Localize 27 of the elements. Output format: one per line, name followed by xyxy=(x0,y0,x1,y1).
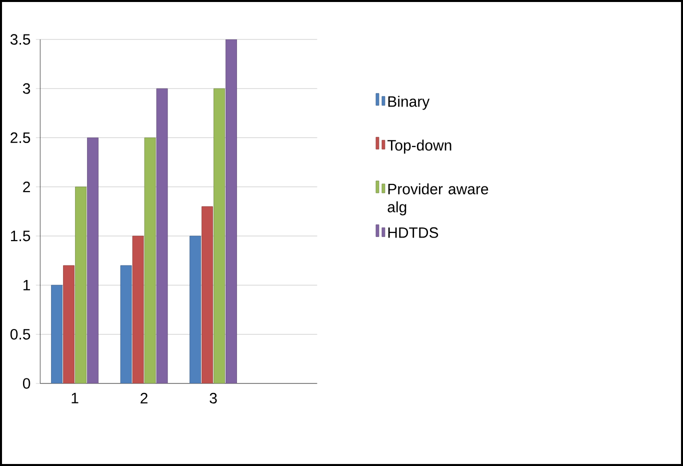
legend-label: Binary xyxy=(388,96,430,110)
y-tick-label: 1.5 xyxy=(11,230,30,242)
x-tick-label: 2 xyxy=(140,392,148,404)
y-tick-label: 1 xyxy=(24,280,30,290)
y-tick-label: 3.5 xyxy=(10,34,30,45)
bar xyxy=(63,265,74,384)
y-tick-label: 3 xyxy=(22,83,30,94)
y-tick-label: 2.5 xyxy=(10,132,30,144)
y-tick-label: 0 xyxy=(22,378,30,389)
y-tick-label: 2 xyxy=(23,182,30,192)
bar xyxy=(190,236,201,384)
y-tick-label: 0.5 xyxy=(10,328,30,340)
bar xyxy=(120,265,132,384)
bar xyxy=(144,138,156,384)
bar xyxy=(51,284,62,384)
bar xyxy=(214,88,225,384)
bar xyxy=(202,206,213,384)
bar xyxy=(226,39,237,384)
bar xyxy=(87,138,98,384)
legend-label: Top-down xyxy=(387,140,452,154)
legend-label: Provider aware alg xyxy=(388,183,488,216)
x-tick-label: 3 xyxy=(210,392,217,404)
legend-label: HDTDS xyxy=(388,227,438,238)
bar xyxy=(132,236,144,384)
bar xyxy=(156,88,168,384)
bar xyxy=(75,186,86,384)
x-tick-label: 1 xyxy=(72,392,78,404)
